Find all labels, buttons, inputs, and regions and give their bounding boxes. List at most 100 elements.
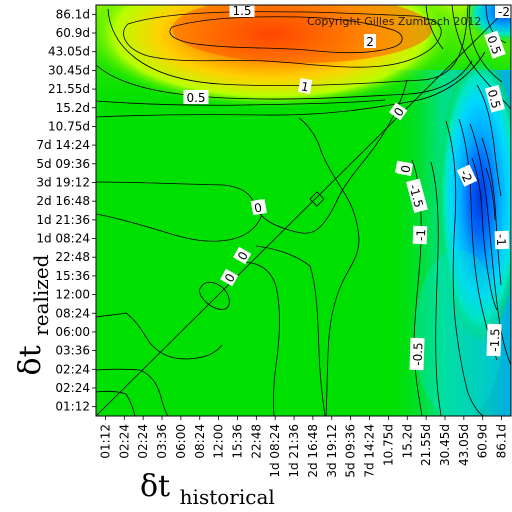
contour-lines (96, 5, 511, 416)
contour-label-background (486, 323, 502, 357)
lower-right-negative-region (414, 250, 502, 416)
y-tick-label: 21.55d (48, 82, 90, 96)
heatmap-plot-area: 1.520.510.5000000-20.50-1.5-2-1-1-0.5-1.… (96, 4, 511, 416)
contour-label-background (229, 5, 255, 17)
x-tick-label: 06:00 (174, 424, 188, 459)
contour-label-text: -2 (498, 5, 510, 19)
contour-label-background (484, 84, 505, 113)
contour-value-label: -1 (412, 225, 428, 245)
contour-value-label: -2 (456, 164, 478, 187)
y-tick-label: 43.05d (48, 45, 90, 59)
negative-peak-region (438, 53, 511, 343)
x-axis: 01:12 02:24 02:24 03:36 06:00 08:24 12:00 15:36… (98, 416, 509, 478)
strong-positive-core (172, 5, 432, 63)
y-tick-label: 22:48 (55, 250, 90, 264)
contour-label-background (456, 164, 478, 187)
plot-frame (95, 4, 512, 417)
contour-label-background (389, 102, 408, 121)
y-tick-label: 06:00 (55, 325, 90, 339)
x-tick-label: 01:12 (98, 424, 112, 459)
contour-label-background (364, 34, 376, 48)
contour-label-background (220, 268, 239, 287)
contour-value-label: 2 (364, 34, 376, 49)
contour-value-label: 1 (298, 78, 313, 95)
contour-label-text: -0.5 (411, 342, 426, 366)
x-tick-label: 60.9d (476, 424, 490, 458)
x-tick-label: 1d 21:36 (287, 424, 301, 478)
y-tick-label: 08:24 (55, 306, 90, 320)
contour-label-text: -1.5 (406, 183, 426, 209)
contour-value-label: 0.5 (484, 84, 505, 113)
y-tick-label: 03:36 (55, 344, 90, 358)
contour-value-label: 0 (397, 161, 414, 176)
x-tick-label: 03:36 (155, 424, 169, 459)
y-tick-label: 1d 08:24 (36, 232, 90, 246)
y-tick-label: 15:36 (55, 269, 90, 283)
contour-label-layer: 1.520.510.5000000-20.50-1.5-2-1-1-0.5-1.… (183, 4, 511, 371)
contour-label-background (298, 78, 313, 94)
contour-label-background (412, 225, 428, 245)
x-tick-label: 12:00 (212, 424, 226, 459)
x-tick-label: 08:24 (193, 424, 207, 459)
y-tick-label: 2d 16:48 (36, 194, 90, 208)
x-tick-label: 43.05d (457, 424, 471, 466)
contour-label-background (250, 199, 265, 215)
contour-value-label: 0 (250, 199, 265, 216)
contour-label-text: 0 (253, 200, 263, 215)
x-tick-label: 15.2d (400, 424, 414, 458)
contour-label-text: 0.5 (485, 88, 503, 110)
x-tick-label: 10.75d (381, 424, 395, 466)
contour-value-label: -1.5 (406, 178, 428, 214)
y-tick-label: 30.45d (48, 63, 90, 77)
x-tick-label: 21.55d (419, 424, 433, 466)
svg-text:δt historical: δt historical (140, 469, 275, 509)
y-tick-label: 1d 21:36 (36, 213, 90, 227)
y-tick-label: 60.9d (56, 26, 90, 40)
y-axis: 86.1d 60.9d 43.05d 30.45d 21.55d 15.2d 10.75d 7… (36, 7, 96, 414)
x-axis-title: δt historical (140, 469, 275, 509)
x-axis-title-symbol: δt (140, 469, 170, 504)
x-tick-label: 30.45d (438, 424, 452, 466)
x-tick-label: 86.1d (495, 424, 509, 458)
contour-label-background (495, 5, 511, 18)
x-tick-label: 22:48 (249, 424, 263, 459)
y-tick-label: 12:00 (55, 288, 90, 302)
y-tick-label: 02:24 (55, 381, 90, 395)
contour-label-text: 0.5 (484, 34, 504, 57)
y-axis-title-symbol: δt (13, 345, 48, 375)
y-tick-label: 02:24 (55, 362, 90, 376)
x-tick-label: 15:36 (230, 424, 244, 459)
copyright-notice: Copyright Gilles Zumbach 2012 (307, 15, 481, 28)
contour-label-text: 0.5 (186, 91, 205, 105)
svg-text:δt realized: δt realized (13, 254, 53, 375)
contour-value-label: -1.5 (486, 323, 503, 357)
contour-label-text: 1.5 (232, 4, 251, 18)
contour-label-text: -1 (414, 229, 428, 241)
y-axis-title-subscript: realized (29, 254, 53, 335)
y-tick-label: 10.75d (48, 119, 90, 133)
contour-label-background (233, 246, 252, 265)
y-axis-title: δt realized (13, 254, 53, 375)
y-tick-label: 86.1d (56, 7, 90, 21)
x-tick-label: 7d 14:24 (363, 424, 377, 478)
x-axis-title-subscript: historical (180, 485, 275, 509)
contour-value-label: 1.5 (229, 4, 255, 18)
contour-label-background (397, 161, 413, 176)
contour-value-label: 0.5 (183, 90, 209, 105)
contour-label-text: -2 (457, 168, 475, 185)
x-tick-label: 2d 16:48 (306, 424, 320, 478)
y-tick-label: 3d 19:12 (36, 175, 90, 189)
x-tick-label: 02:24 (136, 424, 150, 459)
contour-value-label: 0.5 (484, 30, 506, 59)
contour-value-label: -0.5 (409, 337, 426, 371)
contour-label-text: -1.5 (488, 328, 503, 352)
contour-label-text: 1 (300, 79, 310, 94)
y-tick-label: 5d 09:36 (36, 157, 90, 171)
contour-value-label: 0 (220, 268, 239, 287)
contour-label-text: 0 (398, 164, 413, 174)
x-tick-label: 02:24 (117, 424, 131, 459)
x-tick-label: 5d 09:36 (344, 424, 358, 478)
contour-label-text: 2 (366, 35, 374, 49)
